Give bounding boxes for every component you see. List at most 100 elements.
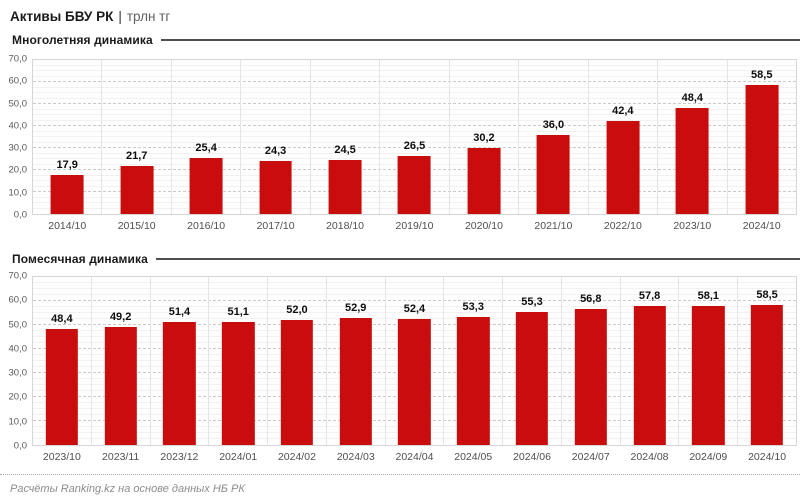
bar-value-label: 51,1	[227, 306, 249, 319]
bar-value-label: 48,4	[681, 91, 704, 104]
x-axis-label: 2023/12	[160, 451, 199, 463]
gridline	[33, 147, 796, 148]
bar	[536, 134, 570, 214]
gridline	[33, 75, 796, 77]
bar	[675, 107, 709, 214]
bar	[280, 320, 314, 445]
bar-value-label: 52,9	[345, 302, 367, 315]
bar-value-label: 30,2	[473, 131, 495, 144]
section-label-monthly: Помесячная динамика	[12, 252, 148, 266]
x-axis-label: 2019/10	[395, 220, 434, 232]
gridline	[33, 306, 796, 307]
title-separator: |	[118, 9, 122, 24]
gridline	[33, 86, 796, 88]
gridline	[33, 125, 796, 126]
x-axis-label: 2024/07	[571, 451, 610, 463]
gridline	[33, 81, 796, 82]
x-axis-label: 2024/04	[395, 451, 434, 463]
bar	[189, 158, 223, 214]
bar-group: 58,5 2024/10	[738, 277, 796, 463]
bar	[339, 318, 372, 445]
bar	[633, 306, 666, 445]
page-title-main: Активы БВУ РК	[10, 9, 114, 24]
y-axis-tick-label: 0,0	[13, 440, 27, 452]
section-header-yearly: Многолетняя динамика	[12, 33, 800, 47]
bar-group: 57,8 2024/08	[621, 277, 680, 463]
bar-value-label: 58,5	[756, 288, 778, 301]
gridline	[33, 92, 796, 93]
x-axis-label: 2024/05	[454, 451, 493, 463]
bar-value-label: 49,2	[109, 310, 132, 323]
gridline	[33, 282, 796, 283]
x-axis-label: 2024/01	[219, 451, 258, 463]
gridline	[33, 152, 796, 154]
bar-value-label: 52,4	[403, 303, 426, 316]
bar	[574, 308, 607, 445]
bar-group: 52,9 2024/03	[327, 277, 386, 463]
y-axis-tick-label: 40,0	[8, 343, 28, 355]
bar-group: 51,1 2024/01	[209, 277, 269, 463]
bar-value-label: 26,5	[403, 139, 426, 152]
bar	[515, 312, 549, 445]
gridline	[33, 288, 796, 290]
bar-value-label: 24,5	[334, 144, 356, 157]
y-axis-tick-label: 20,0	[8, 164, 28, 176]
gridline	[33, 97, 796, 99]
x-axis-label: 2023/10	[673, 220, 712, 232]
plot-area: 48,4 2023/10 49,2 2023/11 51,4 2023/12 51,1 202…	[32, 276, 797, 463]
bar	[104, 326, 137, 445]
x-axis-label: 2024/06	[513, 451, 551, 463]
y-axis-tick-label: 10,0	[8, 416, 28, 428]
page-title: Активы БВУ РК | трлн тг	[10, 9, 170, 25]
x-axis-label: 2024/08	[630, 451, 669, 463]
gridline	[33, 312, 796, 313]
bar-value-label: 25,4	[195, 142, 217, 155]
gridline	[33, 141, 796, 143]
x-axis-label: 2024/10	[742, 220, 781, 232]
x-axis-label: 2024/02	[277, 451, 316, 463]
bar-value-label: 36,0	[542, 118, 565, 131]
y-axis-tick-label: 30,0	[8, 142, 28, 154]
monthly-bar-chart: 0,0 10,0 20,0 30,0 40,0 50,0 60,0 70,0 48,4 2023…	[0, 271, 797, 463]
x-axis-label: 2015/10	[117, 220, 156, 232]
x-axis-label: 2020/10	[464, 220, 503, 232]
bar-value-label: 58,1	[697, 289, 720, 302]
y-axis-tick-label: 50,0	[8, 319, 28, 331]
bar-group: 24,5 2018/10	[311, 60, 381, 232]
bar	[606, 120, 640, 214]
bar	[398, 319, 431, 445]
bar-group: 21,7 2015/10	[102, 60, 172, 232]
y-axis-tick-label: 50,0	[8, 98, 28, 110]
bar-group: 36,0 2021/10	[519, 60, 589, 232]
x-axis-label: 2024/09	[689, 451, 728, 463]
section-header-monthly: Помесячная динамика	[12, 252, 800, 266]
gridline	[33, 136, 796, 137]
bar	[259, 160, 292, 214]
bar-value-label: 24,3	[264, 144, 287, 157]
y-axis-tick-label: 60,0	[8, 75, 28, 87]
y-axis: 0,0 10,0 20,0 30,0 40,0 50,0 60,0 70,0	[0, 54, 32, 221]
bar	[692, 305, 725, 445]
x-axis-label: 2023/11	[102, 451, 140, 463]
y-axis-tick-label: 70,0	[8, 270, 28, 282]
gridline	[33, 318, 796, 319]
y-axis-tick-label: 60,0	[8, 294, 28, 306]
gridline	[33, 114, 796, 115]
bar-value-label: 42,4	[612, 104, 634, 117]
gridline	[33, 130, 796, 132]
bar	[457, 317, 490, 445]
page-title-unit: трлн тг	[126, 9, 171, 24]
y-axis-tick-label: 70,0	[8, 53, 28, 65]
gridline	[33, 108, 796, 110]
bar-group: 56,8 2024/07	[562, 277, 621, 463]
bar	[328, 160, 362, 214]
section-label-yearly: Многолетняя динамика	[12, 33, 153, 47]
bar-value-label: 55,3	[521, 296, 543, 309]
bar-value-label: 53,3	[462, 301, 484, 314]
y-axis: 0,0 10,0 20,0 30,0 40,0 50,0 60,0 70,0	[0, 271, 32, 452]
bar-value-label: 52,0	[286, 304, 308, 317]
bar-group: 26,5 2019/10	[380, 60, 450, 232]
bar	[120, 166, 154, 214]
bar-group: 48,4 2023/10	[658, 60, 728, 232]
